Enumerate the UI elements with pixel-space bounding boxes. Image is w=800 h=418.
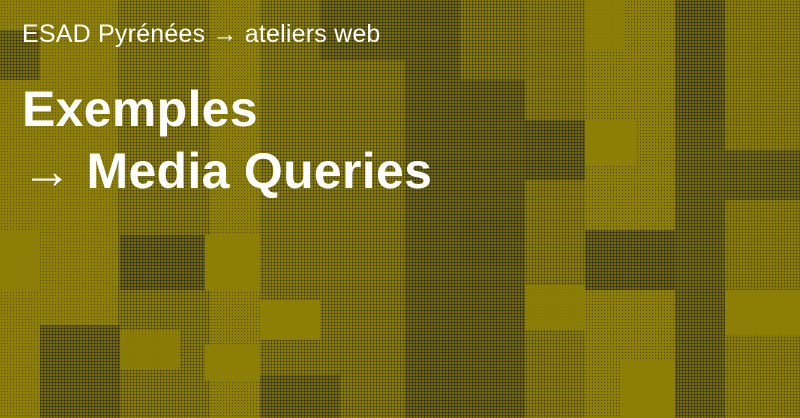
title-line-1: Exemples bbox=[22, 81, 258, 137]
cover-text: ESAD Pyrénées → ateliers web Exemples → … bbox=[22, 16, 432, 202]
title-line-2: → Media Queries bbox=[22, 143, 433, 199]
page-title: Exemples → Media Queries bbox=[22, 78, 432, 202]
breadcrumb-subtitle: ESAD Pyrénées → ateliers web bbox=[22, 20, 381, 48]
